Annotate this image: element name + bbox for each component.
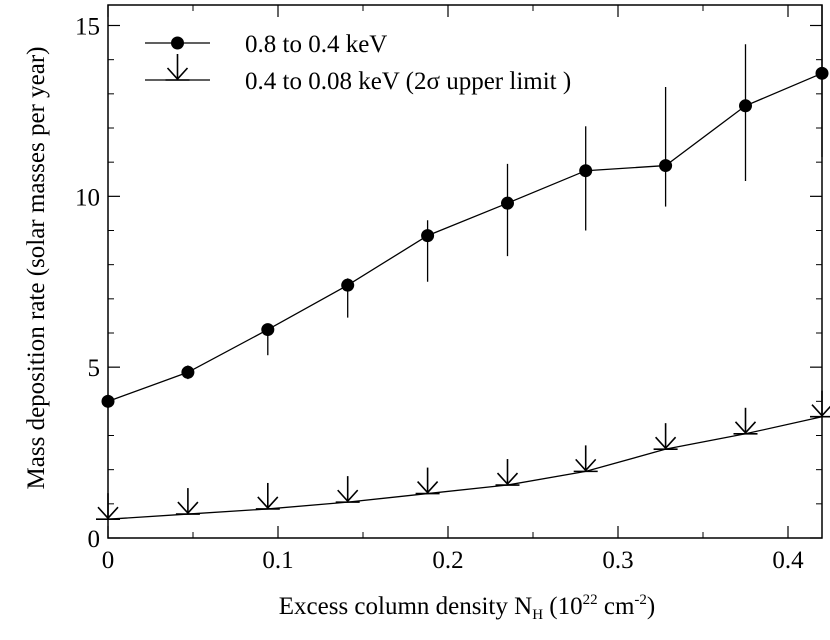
legend-label-2: 0.4 to 0.08 keV (2σ upper limit ) bbox=[245, 68, 571, 95]
series-2-upper-limit bbox=[255, 482, 280, 510]
x-tick-label: 0.2 bbox=[432, 547, 463, 574]
series-1-point bbox=[261, 323, 275, 337]
limit-arrowhead bbox=[734, 421, 757, 434]
y-tick-label: 5 bbox=[88, 355, 101, 382]
limit-arrowhead bbox=[337, 489, 359, 503]
series-1-point bbox=[181, 365, 195, 379]
series-1-point bbox=[421, 229, 435, 243]
limit-arrowhead bbox=[417, 481, 439, 494]
x-axis-label-unit-open: (10 bbox=[543, 593, 583, 620]
limit-arrowhead bbox=[496, 472, 519, 486]
series-1-point bbox=[659, 159, 673, 173]
series-2-upper-limit bbox=[653, 423, 678, 450]
y-tick-label: 10 bbox=[75, 184, 100, 211]
series-2-upper-limit bbox=[573, 445, 598, 473]
x-tick-label: 0.3 bbox=[602, 547, 633, 574]
series-2-upper-limit bbox=[175, 488, 200, 515]
limit-arrowhead bbox=[811, 404, 830, 417]
series-1-line bbox=[107, 72, 823, 402]
legend-label-1: 0.8 to 0.4 keV bbox=[245, 31, 387, 58]
series-1-point bbox=[341, 278, 355, 292]
y-axis-label: Mass deposition rate (solar masses per y… bbox=[23, 47, 50, 490]
series-1-point bbox=[739, 99, 752, 113]
legend: 0.8 to 0.4 keV 0.4 to 0.08 keV (2σ upper … bbox=[145, 31, 571, 95]
x-tick-label: 0.4 bbox=[772, 547, 804, 574]
plot-area bbox=[96, 5, 830, 521]
series-1-point bbox=[579, 164, 593, 178]
series-2-line bbox=[107, 416, 823, 520]
limit-arrowhead bbox=[575, 458, 597, 472]
limit-arrowhead bbox=[166, 67, 189, 81]
limit-arrowhead bbox=[257, 496, 279, 510]
x-axis-label-unit-close: ) bbox=[647, 593, 655, 620]
axes: 0 0.1 0.2 0.3 0.4 0 5 10 15 bbox=[75, 4, 823, 574]
plot-frame bbox=[107, 4, 823, 539]
series-2-upper-limit bbox=[733, 407, 758, 435]
series-1-point bbox=[501, 196, 514, 210]
legend-marker-1 bbox=[171, 36, 184, 50]
y-tick-label: 15 bbox=[75, 14, 100, 41]
x-axis-label-exponent: 22 bbox=[583, 592, 598, 608]
series-2-upper-limit bbox=[810, 390, 830, 418]
x-axis-label-exponent-2: -2 bbox=[634, 592, 647, 608]
x-axis-label-subscript: H bbox=[532, 607, 543, 623]
x-tick-label: 0.1 bbox=[262, 547, 293, 574]
x-axis-label-unit-mid: cm bbox=[598, 593, 635, 620]
x-tick-label: 0 bbox=[102, 547, 115, 574]
series-2-upper-limit bbox=[495, 459, 520, 486]
limit-arrowhead bbox=[655, 436, 677, 450]
x-axis-label: Excess column density NH (1022 cm-2) bbox=[279, 592, 655, 623]
legend-marker-2 bbox=[165, 54, 190, 81]
limit-arrowhead bbox=[177, 501, 199, 515]
series-2-upper-limit bbox=[415, 467, 440, 495]
x-axis-label-main: Excess column density N bbox=[279, 593, 532, 620]
series-2-upper-limit bbox=[335, 476, 360, 503]
y-tick-label: 0 bbox=[88, 526, 101, 553]
